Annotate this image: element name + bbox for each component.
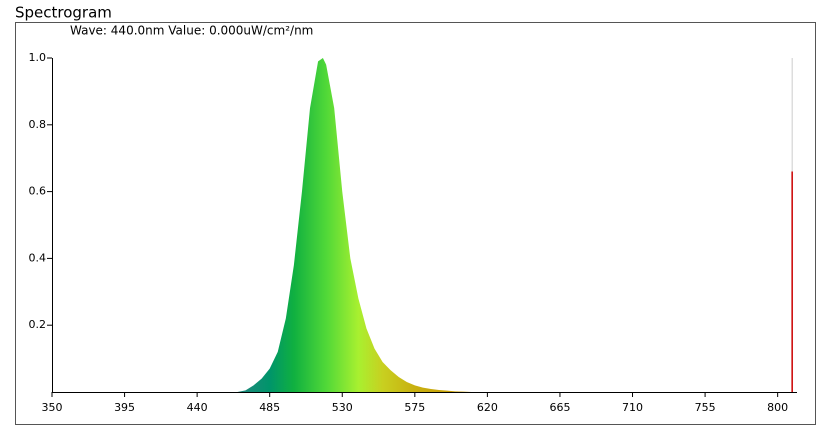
x-tick-label: 530 — [332, 401, 353, 414]
chart-title: Spectrogram — [15, 4, 112, 22]
x-tick-label: 710 — [622, 401, 643, 414]
y-tick-label: 0.2 — [29, 318, 47, 331]
y-tick-label: 0.8 — [29, 118, 47, 131]
x-tick-label: 350 — [42, 401, 63, 414]
x-tick-label: 800 — [767, 401, 788, 414]
spectrum-area — [237, 58, 472, 392]
y-tick-label: 0.6 — [29, 185, 47, 198]
x-tick-label: 575 — [404, 401, 425, 414]
x-tick-label: 620 — [477, 401, 498, 414]
x-tick-label: 755 — [695, 401, 716, 414]
y-tick-label: 1.0 — [29, 51, 47, 64]
x-tick-label: 440 — [187, 401, 208, 414]
x-tick-label: 485 — [259, 401, 280, 414]
x-tick-label: 665 — [549, 401, 570, 414]
frame — [15, 22, 816, 425]
x-tick-label: 395 — [114, 401, 135, 414]
readout: Wave: 440.0nm Value: 0.000uW/cm²/nm — [70, 24, 313, 38]
y-tick-label: 0.4 — [29, 251, 47, 264]
